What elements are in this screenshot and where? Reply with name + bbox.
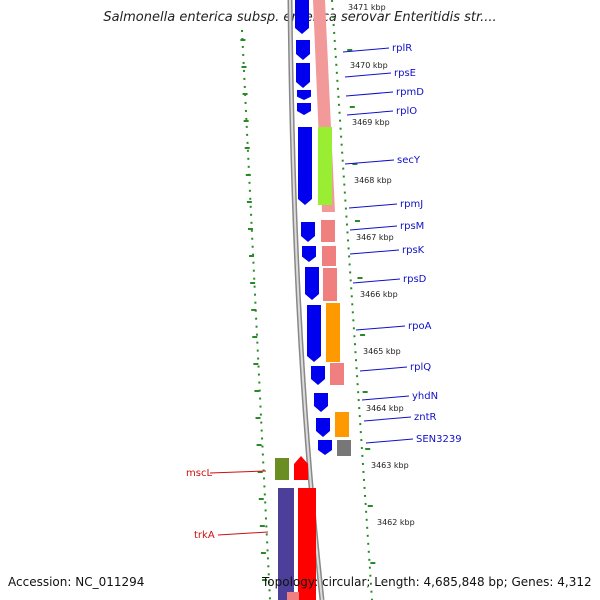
forward-gene-arrow[interactable] xyxy=(302,246,316,262)
gene-label-rpsD[interactable]: rpsD xyxy=(403,274,427,285)
accession-text: Accession: NC_011294 xyxy=(8,575,145,589)
feature-box[interactable] xyxy=(337,440,351,456)
kbp-label: 3463 kbp xyxy=(371,461,409,470)
forward-gene-arrow[interactable] xyxy=(316,418,330,437)
forward-gene-arrow[interactable] xyxy=(318,440,332,455)
kbp-label: 3469 kbp xyxy=(352,118,390,127)
gene-label-rpsK[interactable]: rpsK xyxy=(402,245,425,256)
gene-label-yhdN[interactable]: yhdN xyxy=(412,391,438,402)
feature-box[interactable] xyxy=(335,412,349,437)
blue-gene-track xyxy=(295,0,332,455)
feature-box[interactable] xyxy=(326,303,340,362)
kbp-label: 3465 kbp xyxy=(363,347,401,356)
gene-label-zntR[interactable]: zntR xyxy=(414,412,437,423)
forward-gene-arrow[interactable] xyxy=(298,127,312,205)
gene-label-trkA[interactable]: trkA xyxy=(194,530,215,541)
leader-line-secY xyxy=(344,159,395,165)
gene-label-rpmJ[interactable]: rpmJ xyxy=(400,199,423,210)
leader-line-rpmD xyxy=(345,91,394,97)
gene-label-rplO[interactable]: rplO xyxy=(396,106,417,117)
mscL-arrow[interactable] xyxy=(294,456,308,480)
inner-ruler xyxy=(240,39,376,581)
gene-label-rpsM[interactable]: rpsM xyxy=(400,221,424,232)
leader-line-trkA xyxy=(217,531,269,536)
forward-gene-arrow[interactable] xyxy=(295,0,309,34)
forward-gene-arrow[interactable] xyxy=(297,103,311,115)
kbp-label: 3471 kbp xyxy=(348,3,386,12)
leader-line-yhdN xyxy=(361,395,410,401)
inner-guide xyxy=(241,29,271,600)
forward-gene-arrow[interactable] xyxy=(296,40,310,60)
kbp-label: 3464 kbp xyxy=(366,404,404,413)
forward-gene-labels: rplR rpsE rpmD rplO secY rpmJ rpsM rpsK rpsD rpoA… xyxy=(342,43,462,445)
reverse-gene-labels: mscL trkA xyxy=(186,468,269,541)
leader-line-rpmJ xyxy=(348,203,398,209)
kbp-label: 3467 kbp xyxy=(356,233,394,242)
forward-gene-arrow[interactable] xyxy=(296,63,310,88)
kbp-label: 3462 kbp xyxy=(377,518,415,527)
leader-line-rpoA xyxy=(355,325,406,331)
gene-label-rpsE[interactable]: rpsE xyxy=(394,68,416,79)
gene-label-rplR[interactable]: rplR xyxy=(392,43,412,54)
leader-line-zntR xyxy=(363,416,412,422)
feature-track xyxy=(318,127,351,456)
feature-box[interactable] xyxy=(321,220,335,242)
forward-gene-arrow[interactable] xyxy=(311,366,325,385)
leader-line-rpsK xyxy=(349,249,400,255)
outer-guide xyxy=(331,0,373,600)
gene-label-rpoA[interactable]: rpoA xyxy=(408,321,432,332)
forward-gene-arrow[interactable] xyxy=(305,267,319,300)
reverse-track-end xyxy=(287,592,299,600)
forward-gene-arrow[interactable] xyxy=(307,305,321,362)
leader-line-rplO xyxy=(346,110,394,116)
leader-line-SEN3239 xyxy=(365,438,414,444)
gene-label-secY[interactable]: secY xyxy=(397,155,421,166)
trkA-arrow[interactable] xyxy=(298,488,316,600)
mscL-box[interactable] xyxy=(275,458,289,480)
feature-box[interactable] xyxy=(330,363,344,385)
trkA-box[interactable] xyxy=(278,488,294,600)
forward-gene-arrow[interactable] xyxy=(314,393,328,412)
leader-line-rplQ xyxy=(359,366,408,372)
feature-box[interactable] xyxy=(323,268,337,301)
feature-box[interactable] xyxy=(318,127,332,205)
kbp-scale: 3471 kbp 3470 kbp 3469 kbp 3468 kbp 3467 kbp… xyxy=(348,3,415,527)
forward-gene-arrow[interactable] xyxy=(301,222,315,242)
gene-label-mscL[interactable]: mscL xyxy=(186,468,212,479)
topology-text: Topology: circular; Length: 4,685,848 bp… xyxy=(262,575,592,589)
kbp-label: 3468 kbp xyxy=(354,176,392,185)
leader-line-rpsM xyxy=(349,225,398,231)
gene-label-rpmD[interactable]: rpmD xyxy=(396,87,424,98)
leader-line-mscL xyxy=(209,470,267,474)
forward-gene-arrow[interactable] xyxy=(297,90,311,100)
leader-line-rplR xyxy=(342,47,390,53)
gene-label-rplQ[interactable]: rplQ xyxy=(410,362,431,373)
feature-box[interactable] xyxy=(322,246,336,266)
leader-line-rpsE xyxy=(344,72,392,78)
gene-label-SEN3239[interactable]: SEN3239 xyxy=(416,434,462,445)
kbp-label: 3466 kbp xyxy=(360,290,398,299)
kbp-label: 3470 kbp xyxy=(350,61,388,70)
leader-line-rpsD xyxy=(352,278,401,284)
